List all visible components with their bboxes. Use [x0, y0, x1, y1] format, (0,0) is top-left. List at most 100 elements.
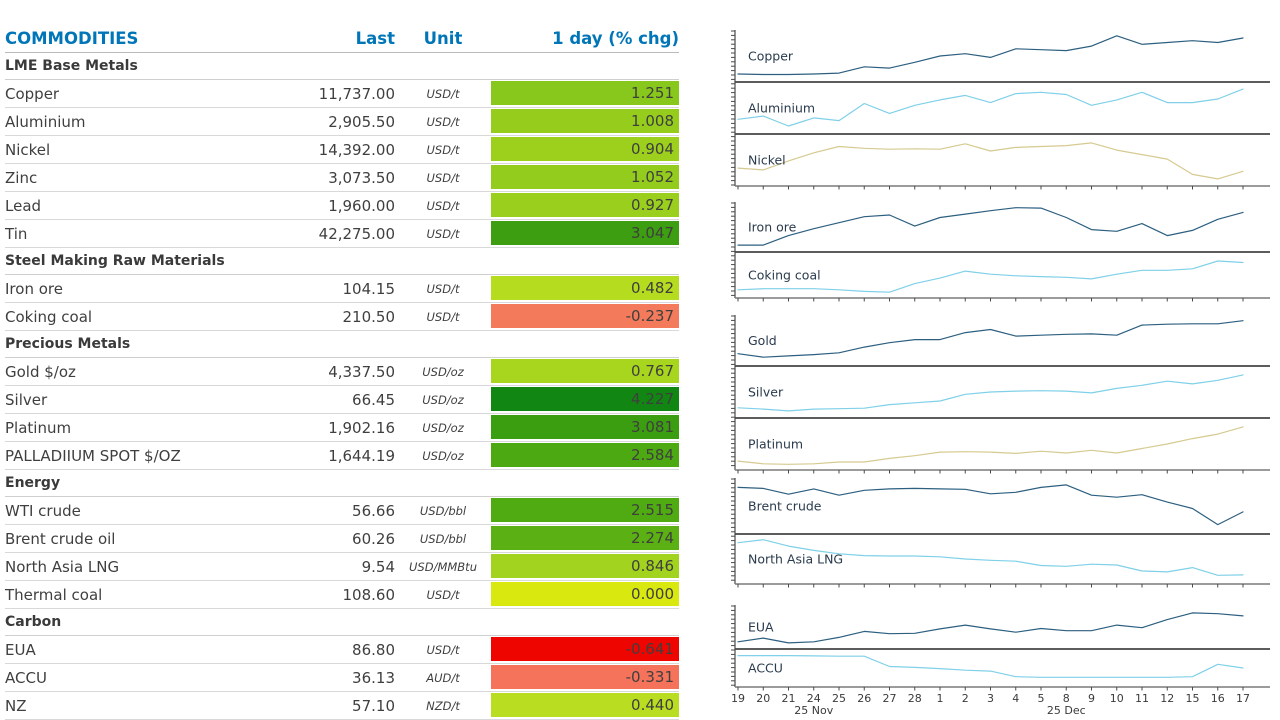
- unit-label: NZD/t: [426, 698, 460, 713]
- commodity-name: Zinc: [5, 168, 38, 187]
- table-header-1day-chg: 1 day (% chg): [552, 28, 679, 48]
- panel-label: ACCU: [748, 661, 783, 676]
- chg-cell: 0.000: [491, 581, 679, 608]
- last-value: 42,275.00: [318, 224, 395, 243]
- x-axis-label: 20: [756, 692, 770, 705]
- commodity-name: Brent crude oil: [5, 529, 116, 548]
- x-axis-label: 4: [1012, 692, 1019, 705]
- table-row: Nickel 14,392.00 USD/t 0.904: [5, 136, 679, 164]
- chg-value: 2.584: [491, 443, 679, 467]
- unit-label: USD/bbl: [419, 531, 467, 546]
- table-row: EUA 86.80 USD/t -0.641: [5, 636, 679, 664]
- last-value: 4,337.50: [328, 362, 395, 381]
- panel-label: Brent crude: [748, 499, 822, 514]
- chg-value: 0.000: [491, 582, 679, 606]
- chg-cell: 1.251: [491, 80, 679, 107]
- chg-value: 4.227: [491, 387, 679, 411]
- unit-label: USD/t: [426, 86, 460, 101]
- commodity-name: Coking coal: [5, 307, 93, 326]
- table-row: North Asia LNG 9.54 USD/MMBtu 0.846: [5, 553, 679, 581]
- commodity-name: Aluminium: [5, 112, 86, 131]
- last-value: 60.26: [352, 529, 395, 548]
- section-header: Precious Metals: [5, 331, 679, 358]
- table-row: Aluminium 2,905.50 USD/t 1.008: [5, 108, 679, 136]
- commodity-name: North Asia LNG: [5, 557, 120, 576]
- panel-label: Silver: [748, 385, 784, 400]
- chg-cell: 2.515: [491, 497, 679, 524]
- x-axis-label: 11: [1135, 692, 1149, 705]
- sparkline-group: Copper Aluminium Nickel: [731, 30, 1270, 190]
- chg-cell: 1.008: [491, 108, 679, 135]
- chg-cell: 4.227: [491, 386, 679, 413]
- table-row: Lead 1,960.00 USD/t 0.927: [5, 192, 679, 220]
- unit-label: USD/bbl: [419, 503, 467, 518]
- chg-cell: 0.927: [491, 192, 679, 219]
- table-row: Thermal coal 108.60 USD/t 0.000: [5, 581, 679, 609]
- x-axis-label: 12: [1160, 692, 1174, 705]
- unit-label: USD/t: [426, 281, 460, 296]
- table-header-commodities: COMMODITIES: [5, 28, 139, 48]
- chg-cell: 3.081: [491, 414, 679, 441]
- month-label: 25 Nov: [794, 704, 833, 717]
- chg-value: 3.047: [491, 221, 679, 245]
- chg-value: 0.482: [491, 276, 679, 300]
- panel-label: Gold: [748, 333, 777, 348]
- unit-label: USD/MMBtu: [409, 559, 477, 574]
- unit-label: USD/t: [426, 142, 460, 157]
- x-axis-label: 15: [1186, 692, 1200, 705]
- x-axis-label: 19: [731, 692, 745, 705]
- unit-label: USD/t: [426, 198, 460, 213]
- section-header: Steel Making Raw Materials: [5, 248, 679, 275]
- unit-label: USD/t: [426, 226, 460, 241]
- chg-value: 0.904: [491, 137, 679, 161]
- sparkline: [737, 426, 1244, 465]
- commodities-table: COMMODITIES Last Unit 1 day (% chg) LME …: [5, 24, 679, 720]
- section-header: LME Base Metals: [5, 53, 679, 80]
- last-value: 2,905.50: [328, 112, 395, 131]
- x-axis-label: 25: [832, 692, 846, 705]
- commodity-name: Tin: [5, 224, 28, 243]
- unit-label: USD/t: [426, 170, 460, 185]
- panel-label: Aluminium: [748, 101, 815, 116]
- sparkline-group: Gold Silver Platinum: [731, 315, 1270, 474]
- sparkline: [737, 260, 1244, 293]
- last-value: 210.50: [342, 307, 396, 326]
- last-value: 66.45: [352, 390, 395, 409]
- x-axis-label: 17: [1236, 692, 1250, 705]
- panel-label: Nickel: [748, 153, 786, 168]
- x-axis-label: 27: [883, 692, 897, 705]
- commodity-name: Lead: [5, 196, 42, 215]
- table-row: Copper 11,737.00 USD/t 1.251: [5, 80, 679, 108]
- x-axis-label: 3: [987, 692, 994, 705]
- last-value: 1,960.00: [328, 196, 395, 215]
- chg-cell: 0.482: [491, 275, 679, 302]
- unit-label: USD/t: [426, 642, 460, 657]
- commodity-name: NZ: [5, 696, 27, 715]
- table-row: PALLADIIUM SPOT $/OZ 1,644.19 USD/oz 2.584: [5, 442, 679, 470]
- panel-label: Iron ore: [748, 220, 797, 235]
- chg-value: -0.641: [491, 637, 679, 661]
- last-value: 86.80: [352, 640, 395, 659]
- x-axis-label: 26: [857, 692, 871, 705]
- table-row: Platinum 1,902.16 USD/oz 3.081: [5, 414, 679, 442]
- unit-label: USD/t: [426, 114, 460, 129]
- commodity-name: EUA: [5, 640, 36, 659]
- sparkline-group: Brent crude North Asia LNG: [731, 478, 1270, 588]
- sparkline: [737, 612, 1244, 644]
- table-row: Zinc 3,073.50 USD/t 1.052: [5, 164, 679, 192]
- commodity-name: Copper: [5, 84, 60, 103]
- sparkline: [737, 654, 1244, 678]
- sparkline-charts: Copper Aluminium Nickel Iron ore Coking coal…: [718, 0, 1280, 720]
- x-axis-label: 10: [1110, 692, 1124, 705]
- chg-value: 1.052: [491, 165, 679, 189]
- unit-label: USD/t: [426, 587, 460, 602]
- unit-label: USD/oz: [422, 364, 464, 379]
- table-header-row: COMMODITIES Last Unit 1 day (% chg): [5, 24, 679, 53]
- chg-cell: 2.274: [491, 525, 679, 552]
- last-value: 11,737.00: [318, 84, 395, 103]
- chg-value: 2.274: [491, 526, 679, 550]
- commodity-name: PALLADIIUM SPOT $/OZ: [5, 446, 181, 465]
- chg-cell: 0.846: [491, 553, 679, 580]
- x-axis-label: 5: [1038, 692, 1045, 705]
